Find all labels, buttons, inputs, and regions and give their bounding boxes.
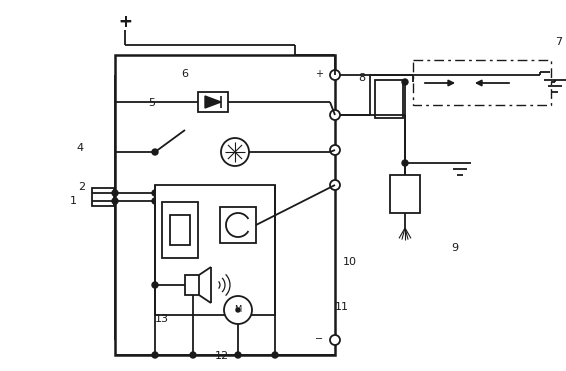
Bar bbox=[162, 202, 198, 258]
Circle shape bbox=[330, 110, 340, 120]
Bar bbox=[413, 60, 551, 105]
Circle shape bbox=[112, 198, 118, 204]
Polygon shape bbox=[205, 96, 221, 108]
Circle shape bbox=[402, 160, 408, 166]
Circle shape bbox=[190, 352, 196, 358]
Circle shape bbox=[221, 138, 249, 166]
Circle shape bbox=[272, 352, 278, 358]
Text: M: M bbox=[234, 305, 242, 315]
Bar bbox=[115, 55, 335, 355]
Text: 10: 10 bbox=[343, 257, 357, 267]
Text: 13: 13 bbox=[155, 314, 169, 324]
Text: 12: 12 bbox=[215, 351, 229, 361]
Circle shape bbox=[236, 308, 240, 312]
Bar bbox=[155, 185, 275, 315]
Text: +: + bbox=[118, 13, 132, 31]
Bar bbox=[390, 175, 420, 213]
Circle shape bbox=[330, 70, 340, 80]
Circle shape bbox=[152, 198, 158, 204]
Circle shape bbox=[402, 79, 408, 85]
Circle shape bbox=[112, 190, 118, 196]
Text: +: + bbox=[315, 69, 323, 79]
Bar bbox=[198, 92, 228, 112]
Text: 4: 4 bbox=[76, 143, 84, 153]
Circle shape bbox=[152, 190, 158, 196]
Text: 5: 5 bbox=[148, 98, 156, 108]
Bar bbox=[170, 215, 190, 245]
Text: 6: 6 bbox=[182, 69, 188, 79]
Text: +: + bbox=[118, 13, 132, 31]
Circle shape bbox=[152, 352, 158, 358]
Bar bbox=[92, 188, 114, 206]
Circle shape bbox=[330, 145, 340, 155]
Text: −: − bbox=[315, 334, 323, 344]
Text: 1: 1 bbox=[70, 196, 76, 206]
Circle shape bbox=[224, 296, 252, 324]
Bar bbox=[375, 80, 403, 118]
Bar bbox=[185, 275, 199, 295]
Circle shape bbox=[330, 180, 340, 190]
Bar bbox=[220, 207, 256, 243]
Circle shape bbox=[235, 352, 241, 358]
Text: 2: 2 bbox=[79, 182, 85, 192]
Text: 8: 8 bbox=[358, 73, 365, 83]
Text: 11: 11 bbox=[335, 302, 349, 312]
Circle shape bbox=[152, 282, 158, 288]
Text: 9: 9 bbox=[452, 243, 458, 253]
Circle shape bbox=[152, 149, 158, 155]
Text: 7: 7 bbox=[555, 37, 562, 47]
Circle shape bbox=[330, 335, 340, 345]
